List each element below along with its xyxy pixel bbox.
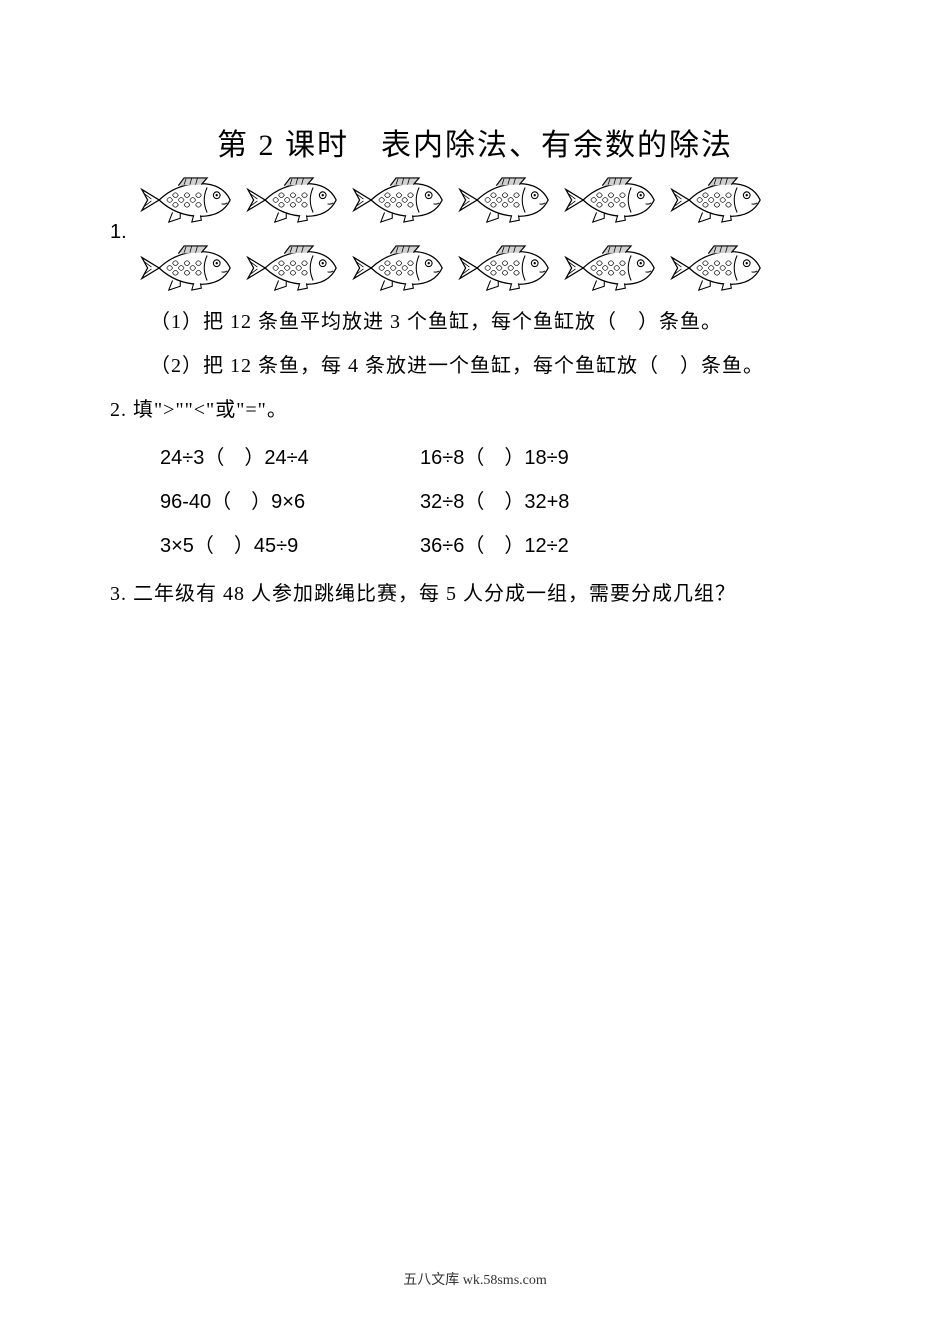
question-1-sub1: （1）把 12 条鱼平均放进 3 个鱼缸，每个鱼缸放（ ）条鱼。 xyxy=(150,300,840,344)
fish-icon xyxy=(455,176,553,224)
comparison-row: 96-40（ ）9×632÷8（ ）32+8 xyxy=(160,480,840,524)
fish-icon xyxy=(667,176,765,224)
question-1-sub2: （2）把 12 条鱼，每 4 条放进一个鱼缸，每个鱼缸放（ ）条鱼。 xyxy=(150,344,840,388)
footer-text: 五八文库 wk.58sms.com xyxy=(0,1269,950,1289)
fish-icon xyxy=(455,244,553,292)
question-2-grid: 24÷3（ ）24÷416÷8（ ）18÷996-40（ ）9×632÷8（ ）… xyxy=(160,436,840,568)
fish-icon xyxy=(561,176,659,224)
fish-row xyxy=(137,176,765,224)
comparison-left: 96-40（ ）9×6 xyxy=(160,480,420,524)
comparison-left: 24÷3（ ）24÷4 xyxy=(160,436,420,480)
fish-icon xyxy=(137,244,235,292)
fish-icon xyxy=(243,244,341,292)
page-title: 第 2 课时 表内除法、有余数的除法 xyxy=(110,120,840,164)
comparison-row: 24÷3（ ）24÷416÷8（ ）18÷9 xyxy=(160,436,840,480)
fish-icon xyxy=(667,244,765,292)
fish-icon xyxy=(137,176,235,224)
fish-row xyxy=(137,244,765,292)
comparison-right: 36÷6（ ）12÷2 xyxy=(420,524,840,568)
question-1-number: 1. xyxy=(110,221,127,244)
comparison-right: 16÷8（ ）18÷9 xyxy=(420,436,840,480)
comparison-row: 3×5（ ）45÷936÷6（ ）12÷2 xyxy=(160,524,840,568)
question-1: 1. xyxy=(110,176,840,292)
question-3: 3. 二年级有 48 人参加跳绳比赛，每 5 人分成一组，需要分成几组？ xyxy=(110,572,840,616)
fish-icon xyxy=(561,244,659,292)
comparison-left: 3×5（ ）45÷9 xyxy=(160,524,420,568)
fish-grid xyxy=(137,176,765,292)
question-2-header: 2. 填">""<"或"="。 xyxy=(110,388,840,432)
fish-icon xyxy=(349,176,447,224)
fish-icon xyxy=(349,244,447,292)
fish-icon xyxy=(243,176,341,224)
comparison-right: 32÷8（ ）32+8 xyxy=(420,480,840,524)
